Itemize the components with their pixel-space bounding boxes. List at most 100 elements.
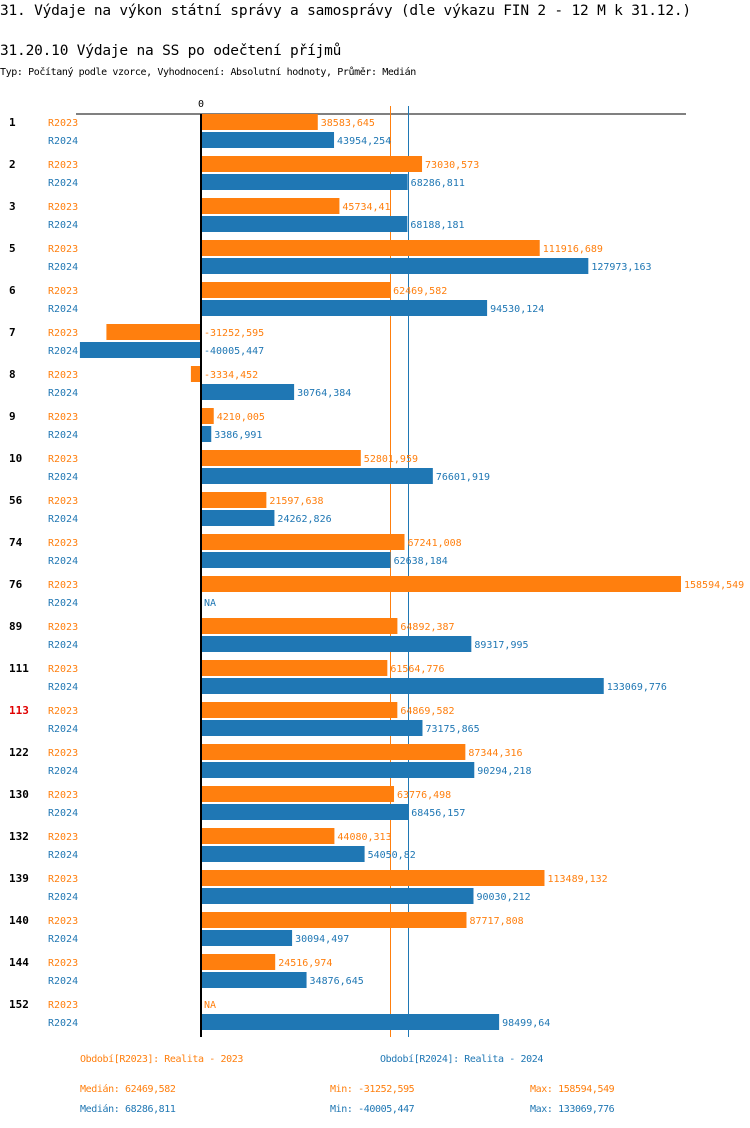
median-r2023: Medián: 62469,582 (80, 1084, 176, 1095)
bar-r2024 (201, 426, 212, 442)
value-label: 43954,254 (337, 136, 391, 147)
value-label: 64892,387 (400, 622, 454, 633)
value-label: 63776,498 (397, 790, 451, 801)
series-label: R2023 (48, 664, 78, 675)
bar-r2023 (201, 660, 388, 676)
series-label: R2024 (48, 178, 78, 189)
bar-r2024 (201, 384, 295, 400)
value-label: 52801,959 (364, 454, 418, 465)
bar-r2023 (201, 702, 398, 718)
value-label: 30094,497 (295, 934, 349, 945)
bar-r2024 (201, 132, 335, 148)
category-label: 144 (9, 956, 29, 969)
series-label: R2024 (48, 346, 78, 357)
bar-r2023 (201, 534, 405, 550)
bar-r2024 (201, 762, 475, 778)
series-label: R2024 (48, 598, 78, 609)
max-r2024: Max: 133069,776 (530, 1104, 615, 1115)
value-label: -40005,447 (204, 346, 264, 357)
category-label: 7 (9, 326, 16, 339)
min-r2024: Min: -40005,447 (330, 1104, 415, 1115)
series-label: R2023 (48, 496, 78, 507)
series-label: R2023 (48, 412, 78, 423)
series-label: R2024 (48, 556, 78, 567)
value-label: 90030,212 (476, 892, 530, 903)
category-label: 139 (9, 872, 29, 885)
series-label: R2023 (48, 706, 78, 717)
max-r2023: Max: 158594,549 (530, 1084, 615, 1095)
value-label: 30764,384 (297, 388, 351, 399)
series-label: R2023 (48, 832, 78, 843)
value-label: 3386,991 (214, 430, 262, 441)
bar-r2024 (201, 300, 488, 316)
value-label: 76601,919 (436, 472, 490, 483)
value-label: 24262,826 (277, 514, 331, 525)
bar-r2023 (201, 114, 318, 130)
value-label: 68456,157 (411, 808, 465, 819)
bar-r2024 (201, 1014, 500, 1030)
value-label: 98499,64 (502, 1018, 550, 1029)
category-label: 3 (9, 200, 16, 213)
category-label: 10 (9, 452, 22, 465)
page-title: 31. Výdaje na výkon státní správy a samo… (0, 3, 691, 19)
bar-r2023 (201, 492, 267, 508)
series-label: R2023 (48, 958, 78, 969)
series-label: R2024 (48, 850, 78, 861)
bar-r2023 (201, 912, 467, 928)
bar-r2023 (201, 408, 214, 424)
value-label: 21597,638 (269, 496, 323, 507)
bar-r2024 (79, 342, 201, 358)
bar-r2023 (201, 198, 340, 214)
value-label: 90294,218 (477, 766, 531, 777)
category-label: 152 (9, 998, 29, 1011)
value-label: 73175,865 (425, 724, 479, 735)
series-label: R2024 (48, 892, 78, 903)
value-label: 94530,124 (490, 304, 544, 315)
series-label: R2023 (48, 244, 78, 255)
category-label: 140 (9, 914, 29, 927)
category-label: 130 (9, 788, 29, 801)
series-label: R2024 (48, 724, 78, 735)
category-label: 9 (9, 410, 16, 423)
category-label: 89 (9, 620, 22, 633)
bar-r2024 (201, 720, 423, 736)
bar-r2024 (201, 972, 307, 988)
series-label: R2024 (48, 514, 78, 525)
value-label: 24516,974 (278, 958, 332, 969)
series-label: R2024 (48, 976, 78, 987)
series-label: R2023 (48, 790, 78, 801)
chart-meta: Typ: Počítaný podle vzorce, Vyhodnocení:… (0, 67, 416, 78)
series-label: R2023 (48, 748, 78, 759)
series-label: R2023 (48, 916, 78, 927)
min-r2023: Min: -31252,595 (330, 1084, 415, 1095)
value-label: 64869,582 (400, 706, 454, 717)
value-label: 111916,689 (543, 244, 603, 255)
bar-r2023 (201, 618, 398, 634)
series-label: R2024 (48, 808, 78, 819)
series-label: R2024 (48, 766, 78, 777)
series-label: R2024 (48, 640, 78, 651)
category-label: 1 (9, 116, 16, 129)
series-label: R2023 (48, 202, 78, 213)
bar-r2023 (201, 744, 466, 760)
bar-r2023 (190, 366, 201, 382)
bar-r2023 (201, 870, 545, 886)
value-label: 89317,995 (474, 640, 528, 651)
series-label: R2024 (48, 304, 78, 315)
value-label: 87717,808 (469, 916, 523, 927)
value-label: 68188,181 (410, 220, 464, 231)
category-label: 8 (9, 368, 16, 381)
value-label: 113489,132 (547, 874, 607, 885)
bar-r2023 (201, 240, 540, 256)
series-label: R2024 (48, 934, 78, 945)
value-label: -3334,452 (204, 370, 258, 381)
series-label: R2023 (48, 118, 78, 129)
bar-r2024 (201, 216, 408, 232)
value-label: 127973,163 (591, 262, 651, 273)
bar-r2023 (201, 156, 423, 172)
series-label: R2023 (48, 1000, 78, 1011)
value-label: -31252,595 (204, 328, 264, 339)
bar-r2023 (201, 828, 335, 844)
series-label: R2024 (48, 472, 78, 483)
